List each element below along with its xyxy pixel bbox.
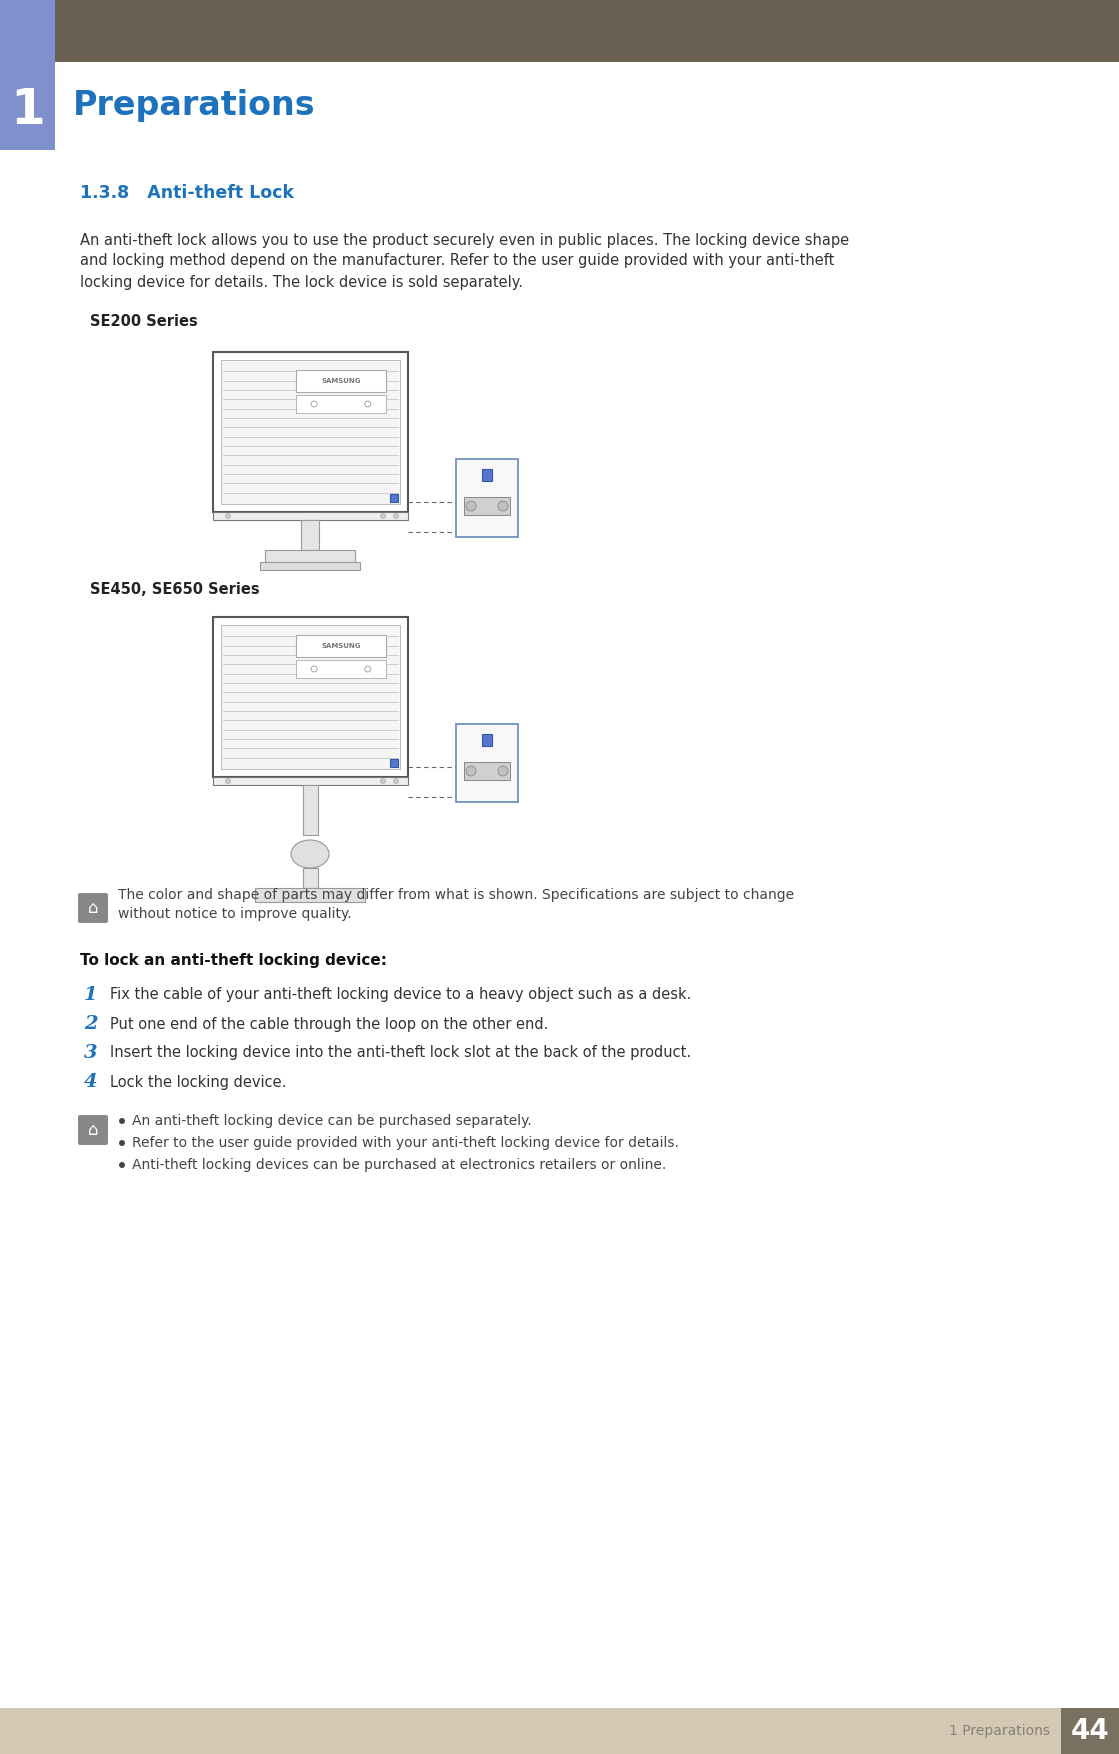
Text: Lock the locking device.: Lock the locking device.	[110, 1075, 286, 1089]
Text: 3: 3	[84, 1044, 97, 1061]
Bar	[265, 551, 355, 561]
Bar	[213, 512, 408, 519]
Text: 1 Preparations: 1 Preparations	[949, 1724, 1050, 1738]
Text: Insert the locking device into the anti-theft lock slot at the back of the produ: Insert the locking device into the anti-…	[110, 1045, 692, 1061]
Text: and locking method depend on the manufacturer. Refer to the user guide provided : and locking method depend on the manufac…	[79, 254, 835, 268]
Bar	[297, 635, 386, 658]
Bar	[297, 395, 386, 412]
Text: 1.3.8   Anti-theft Lock: 1.3.8 Anti-theft Lock	[79, 184, 294, 202]
Text: ⌂: ⌂	[87, 1121, 98, 1138]
Bar	[213, 777, 408, 786]
Circle shape	[226, 514, 231, 519]
Bar	[0, 0, 55, 151]
FancyBboxPatch shape	[78, 893, 109, 923]
Circle shape	[380, 514, 386, 519]
Bar	[303, 786, 318, 835]
Circle shape	[119, 1140, 125, 1145]
FancyBboxPatch shape	[78, 1116, 109, 1145]
Circle shape	[119, 1161, 125, 1168]
Text: 1: 1	[84, 986, 97, 1003]
Text: Put one end of the cable through the loop on the other end.: Put one end of the cable through the loo…	[110, 1017, 548, 1031]
Text: Fix the cable of your anti-theft locking device to a heavy object such as a desk: Fix the cable of your anti-theft locking…	[110, 988, 692, 1003]
Bar	[391, 759, 398, 766]
Circle shape	[119, 1117, 125, 1124]
Text: SE200 Series: SE200 Series	[90, 314, 198, 330]
Bar	[1061, 1708, 1119, 1754]
Bar	[482, 468, 492, 481]
Text: An anti-theft lock allows you to use the product securely even in public places.: An anti-theft lock allows you to use the…	[79, 233, 849, 247]
Text: Preparations: Preparations	[73, 88, 316, 121]
Bar	[0, 0, 1119, 61]
Text: SAMSUNG: SAMSUNG	[321, 379, 360, 384]
Circle shape	[226, 779, 231, 784]
Text: 4: 4	[84, 1073, 97, 1091]
Circle shape	[394, 514, 398, 519]
Bar	[220, 360, 399, 503]
Bar	[464, 761, 510, 781]
Bar	[0, 1708, 1119, 1754]
Text: Anti-theft locking devices can be purchased at electronics retailers or online.: Anti-theft locking devices can be purcha…	[132, 1158, 666, 1172]
Bar	[255, 888, 365, 902]
Bar	[297, 660, 386, 679]
Bar	[260, 561, 360, 570]
Bar	[457, 460, 518, 537]
Circle shape	[498, 766, 508, 775]
Circle shape	[498, 502, 508, 510]
Bar	[303, 868, 318, 888]
Text: To lock an anti-theft locking device:: To lock an anti-theft locking device:	[79, 952, 387, 968]
Bar	[391, 495, 398, 502]
Text: SE450, SE650 Series: SE450, SE650 Series	[90, 582, 260, 598]
Text: An anti-theft locking device can be purchased separately.: An anti-theft locking device can be purc…	[132, 1114, 532, 1128]
Bar	[213, 617, 408, 777]
Text: 2: 2	[84, 1016, 97, 1033]
Text: The color and shape of parts may differ from what is shown. Specifications are s: The color and shape of parts may differ …	[117, 888, 794, 902]
Ellipse shape	[291, 840, 329, 868]
Circle shape	[466, 766, 476, 775]
Bar	[301, 519, 319, 551]
Text: locking device for details. The lock device is sold separately.: locking device for details. The lock dev…	[79, 274, 523, 289]
Bar	[220, 624, 399, 768]
Bar	[482, 733, 492, 745]
Text: SAMSUNG: SAMSUNG	[321, 644, 360, 649]
Circle shape	[466, 502, 476, 510]
Text: 1: 1	[10, 86, 45, 133]
Circle shape	[380, 779, 386, 784]
Bar	[297, 370, 386, 391]
Text: 44: 44	[1071, 1717, 1109, 1745]
Bar	[213, 353, 408, 512]
Circle shape	[394, 779, 398, 784]
Bar	[464, 496, 510, 516]
Text: ⌂: ⌂	[87, 900, 98, 917]
Bar	[457, 724, 518, 802]
Text: without notice to improve quality.: without notice to improve quality.	[117, 907, 351, 921]
Text: Refer to the user guide provided with your anti-theft locking device for details: Refer to the user guide provided with yo…	[132, 1137, 679, 1151]
